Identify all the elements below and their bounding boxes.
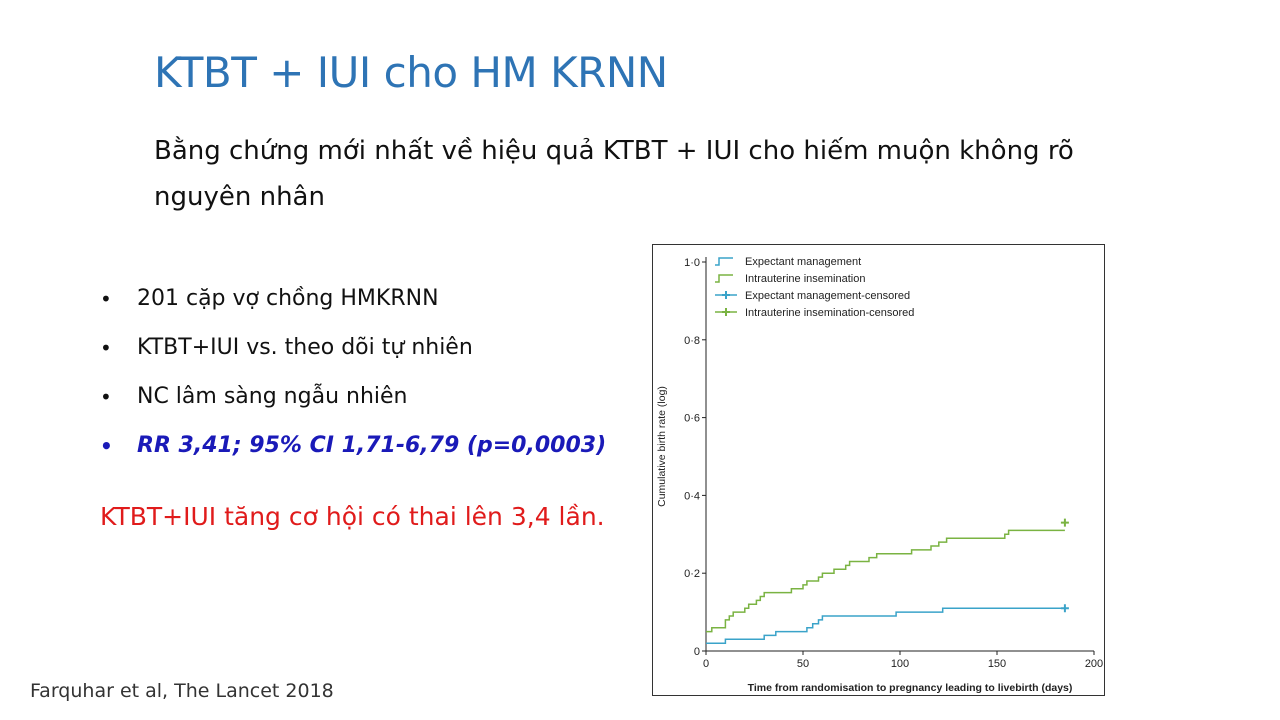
bullet-item: • NC lâm sàng ngẫu nhiên bbox=[100, 376, 606, 425]
x-tick-label: 50 bbox=[797, 658, 809, 670]
series-line-0 bbox=[706, 607, 1065, 644]
bullet-dot-icon: • bbox=[100, 434, 113, 458]
bullet-item: • KTBT+IUI vs. theo dõi tự nhiên bbox=[100, 327, 606, 376]
legend-label: Expectant management-censored bbox=[745, 290, 910, 302]
series-line-1 bbox=[706, 529, 1065, 633]
bullet-text: 201 cặp vợ chồng HMKRNN bbox=[137, 286, 439, 311]
bullet-item: • 201 cặp vợ chồng HMKRNN bbox=[100, 278, 606, 327]
kaplan-meier-figure: 0 50 100 150 200 0 0·2 0·4 0·6 0·8 1·0 Time from ra… bbox=[652, 244, 1105, 696]
bullet-item-result: • RR 3,41; 95% CI 1,71-6,79 (p=0,0003) bbox=[100, 425, 606, 474]
slide-title: KTBT + IUI cho HM KRNN bbox=[154, 48, 668, 97]
y-tick-label: 0·4 bbox=[684, 490, 700, 502]
legend-censor-marker bbox=[722, 291, 730, 299]
legend-swatch bbox=[715, 274, 733, 283]
bullet-dot-icon: • bbox=[100, 336, 112, 360]
legend-swatch bbox=[715, 257, 733, 266]
x-tick-label: 0 bbox=[703, 658, 709, 670]
y-tick-label: 0·6 bbox=[684, 413, 700, 425]
censor-marker bbox=[1060, 604, 1069, 613]
citation-text: Farquhar et al, The Lancet 2018 bbox=[30, 680, 334, 702]
x-tick-label: 150 bbox=[988, 658, 1006, 670]
bullet-text: KTBT+IUI vs. theo dõi tự nhiên bbox=[137, 335, 473, 360]
x-tick-label: 200 bbox=[1085, 658, 1103, 670]
legend-label: Intrauterine insemination bbox=[745, 273, 865, 285]
legend-label: Expectant management bbox=[745, 256, 861, 268]
y-tick-label: 0·2 bbox=[684, 568, 700, 580]
bullet-text: RR 3,41; 95% CI 1,71-6,79 (p=0,0003) bbox=[137, 433, 607, 458]
bullet-list: • 201 cặp vợ chồng HMKRNN • KTBT+IUI vs. t… bbox=[100, 278, 606, 474]
bullet-text: NC lâm sàng ngẫu nhiên bbox=[137, 384, 408, 409]
conclusion-text: KTBT+IUI tăng cơ hội có thai lên 3,4 lần… bbox=[100, 502, 605, 531]
censor-marker bbox=[1060, 518, 1069, 527]
y-tick-label: 1·0 bbox=[684, 257, 700, 269]
y-axis-label: Cumulative birth rate (log) bbox=[656, 386, 668, 507]
chart-svg: 0 50 100 150 200 0 0·2 0·4 0·6 0·8 1·0 Time from ra… bbox=[656, 256, 1103, 694]
legend-label: Intrauterine insemination-censored bbox=[745, 307, 914, 319]
x-axis-label: Time from randomisation to pregnancy lea… bbox=[748, 682, 1073, 694]
legend-censor-marker bbox=[722, 308, 730, 316]
x-tick-label: 100 bbox=[891, 658, 909, 670]
y-tick-label: 0 bbox=[694, 646, 700, 658]
bullet-dot-icon: • bbox=[100, 385, 112, 409]
slide-subtitle: Bằng chứng mới nhất về hiệu quả KTBT + I… bbox=[154, 136, 1074, 212]
bullet-dot-icon: • bbox=[100, 287, 112, 311]
y-tick-label: 0·8 bbox=[684, 335, 700, 347]
